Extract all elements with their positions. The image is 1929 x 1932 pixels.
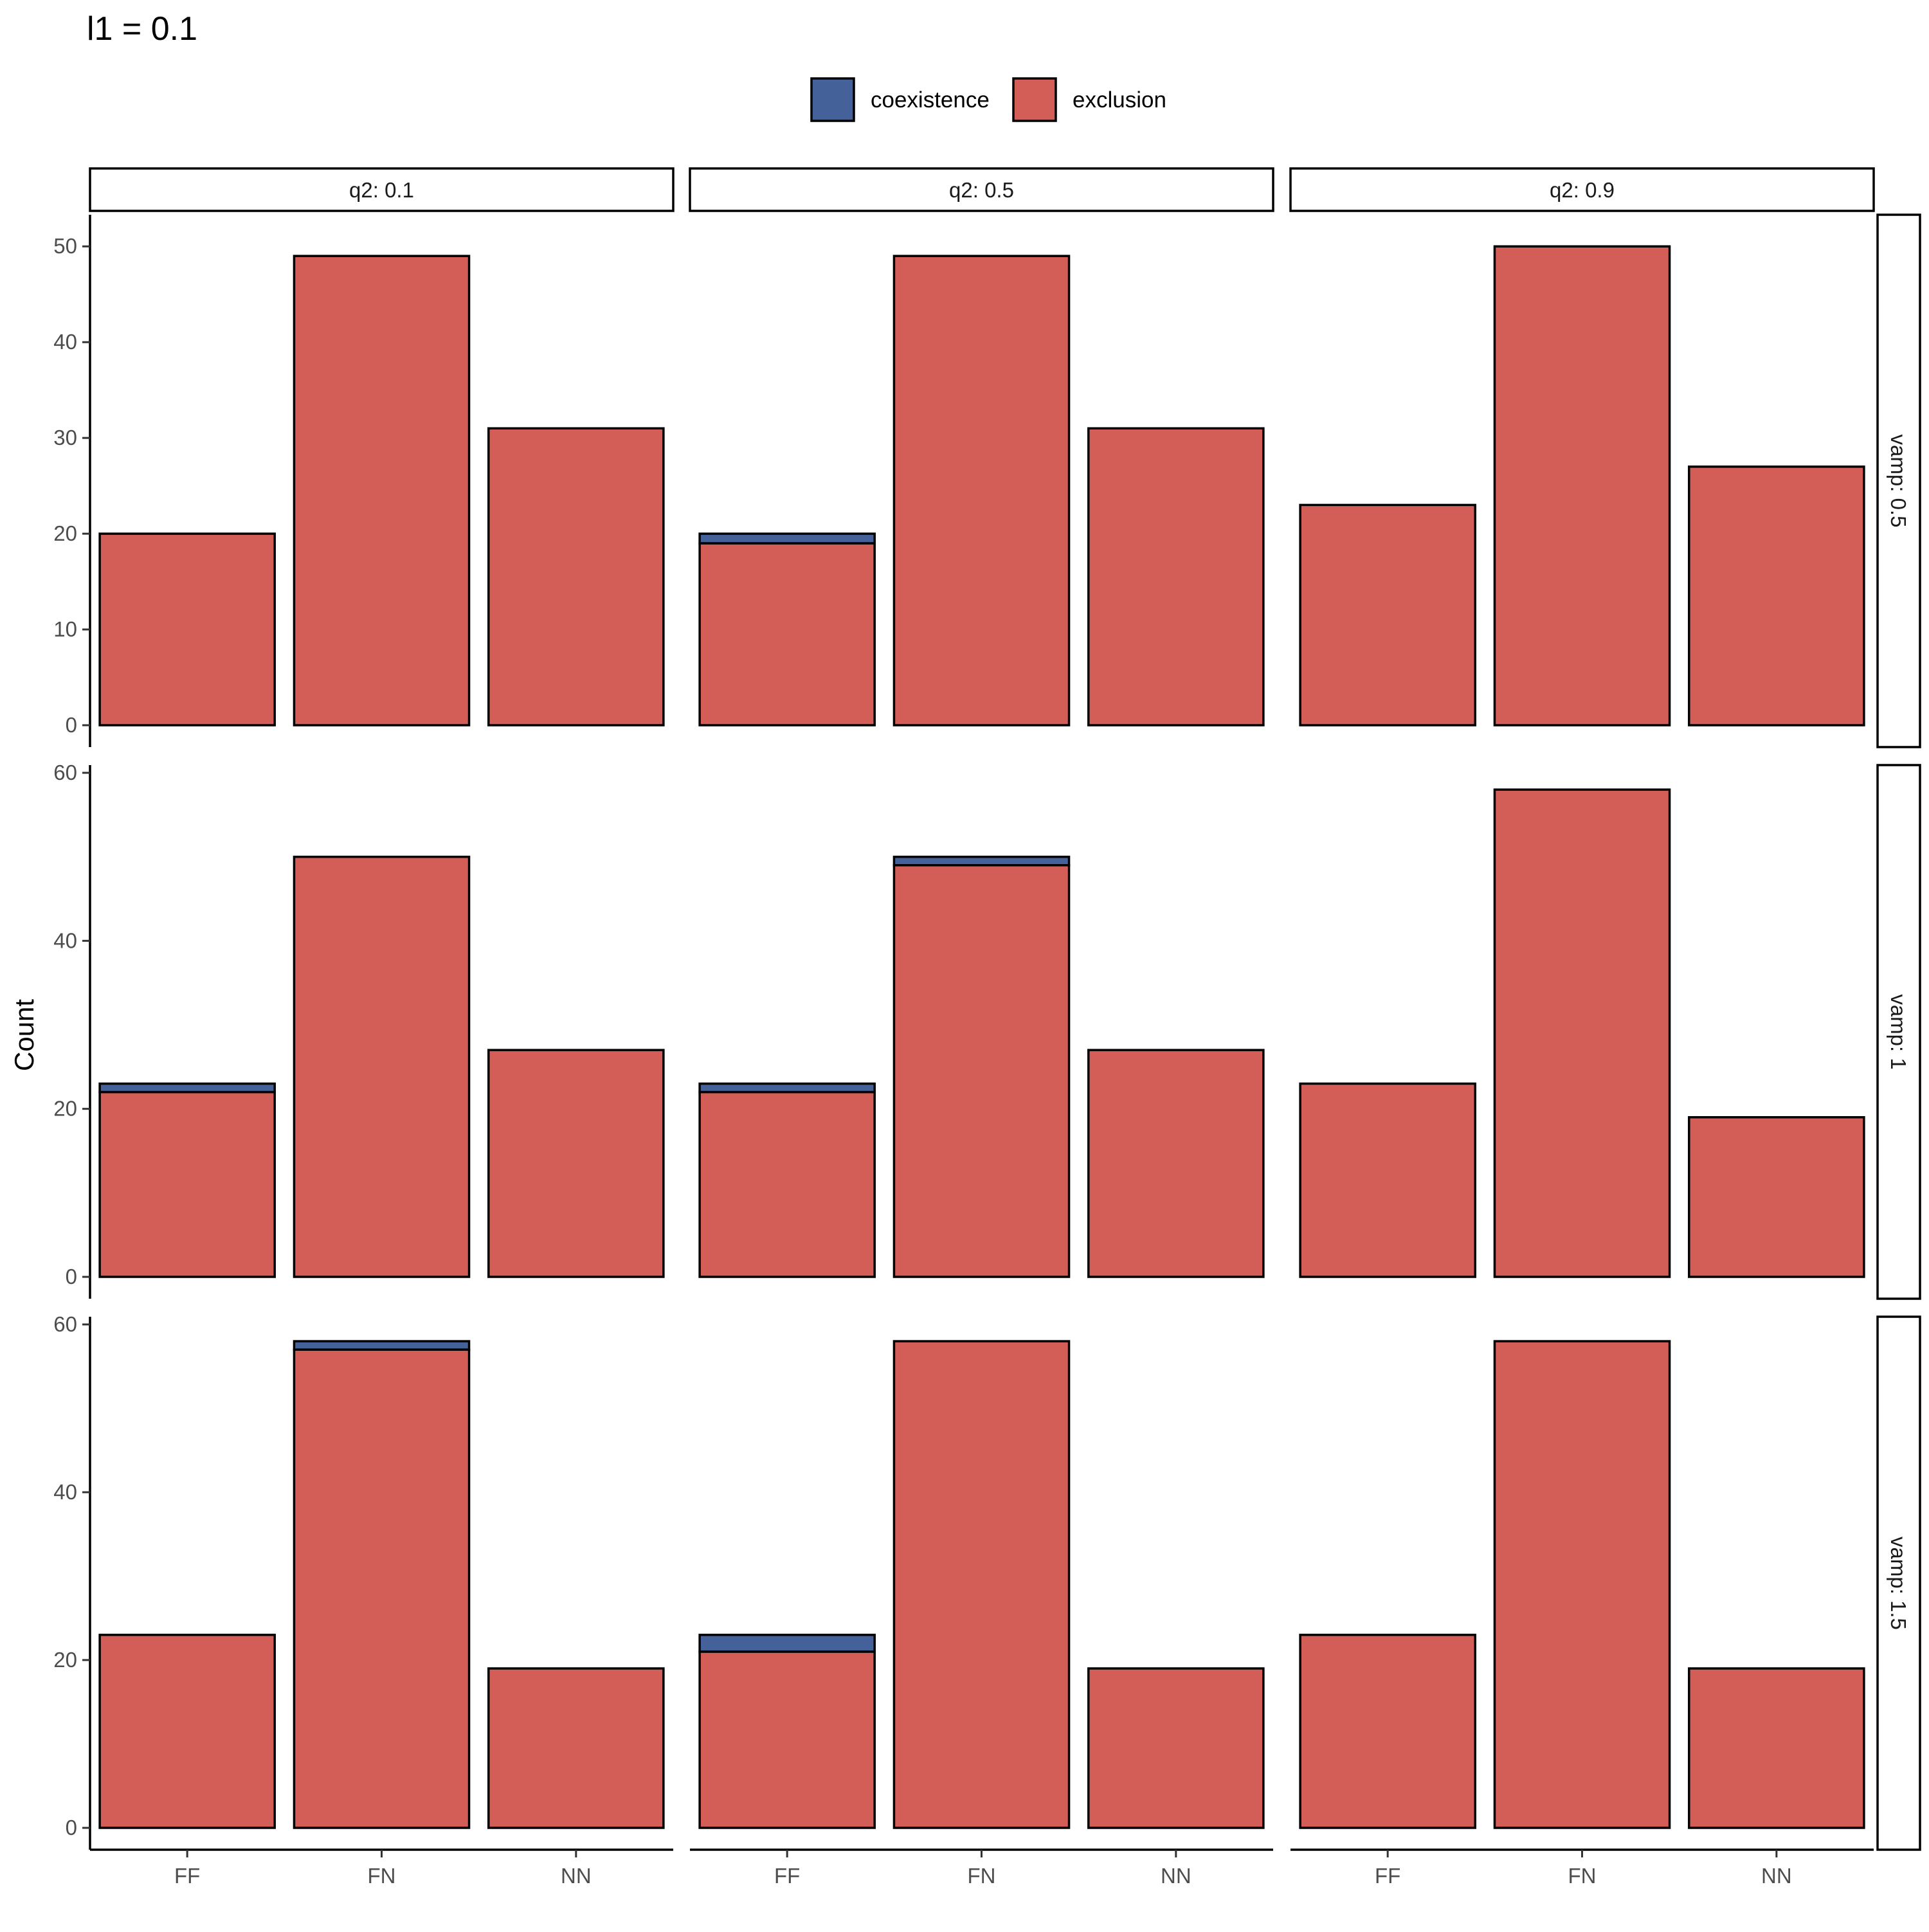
bar-exclusion-fn — [293, 855, 471, 1278]
bar-exclusion-nn — [1087, 427, 1265, 727]
row-strip-label: vamp: 1.5 — [1887, 1537, 1910, 1630]
panel-vamp-1-5-q2-0-5 — [698, 1340, 1265, 1829]
bar-exclusion-ff — [98, 532, 276, 727]
bar-exclusion-fn — [293, 255, 471, 727]
y-tick-label: 20 — [53, 1648, 77, 1672]
bar-coexistence-ff — [698, 532, 876, 545]
column-strip-label: q2: 0.5 — [949, 178, 1014, 202]
panel-vamp-1-5-q2-0-9 — [1299, 1340, 1865, 1829]
bar-coexistence-fn — [293, 1340, 471, 1351]
panel-vamp-1-q2-0-5 — [698, 855, 1265, 1278]
row-strips: vamp: 0.5 vamp: 1 vamp: 1.5 — [1876, 213, 1921, 1851]
y-tick-label: 10 — [53, 617, 77, 641]
bar-exclusion-fn — [1493, 788, 1671, 1278]
column-strip-box — [89, 167, 675, 212]
column-strip-label: q2: 0.9 — [1550, 178, 1615, 202]
legend-label-exclusion: exclusion — [1073, 87, 1166, 113]
y-tick-label: 40 — [53, 928, 77, 952]
y-tick-label: 0 — [66, 1816, 77, 1839]
y-tick-label: 0 — [66, 713, 77, 737]
bar-coexistence-ff — [698, 1634, 876, 1653]
bar-exclusion-nn — [1087, 1049, 1265, 1278]
bar-exclusion-fn — [293, 1348, 471, 1829]
bar-exclusion-ff — [698, 1090, 876, 1278]
bar-exclusion-ff — [1299, 503, 1476, 727]
row-strip-box — [1876, 1315, 1921, 1851]
legend: coexistence exclusion — [810, 77, 1166, 122]
bar-exclusion-nn — [1688, 1115, 1865, 1278]
column-strip-box — [1289, 167, 1875, 212]
panel-vamp-0-5-q2-0-1 — [98, 255, 665, 727]
x-tick-label-ff: FF — [1375, 1864, 1400, 1888]
bar-coexistence-ff — [698, 1082, 876, 1094]
x-tick-label-ff: FF — [174, 1864, 200, 1888]
column-strip-box — [689, 167, 1274, 212]
y-axes: 0 10 20 30 40 50 0 20 40 60 0 20 40 60 — [53, 215, 91, 1850]
y-tick-label: 20 — [53, 521, 77, 545]
y-tick-label: 30 — [53, 426, 77, 449]
bar-exclusion-nn — [487, 1049, 665, 1278]
x-axes: FF FN NN FF FN NN FF FN NN — [90, 1848, 1874, 1888]
y-tick-label: 0 — [66, 1265, 77, 1288]
bar-exclusion-ff — [98, 1090, 276, 1278]
x-tick-label-nn: NN — [1161, 1864, 1191, 1888]
bar-exclusion-ff — [698, 542, 876, 727]
legend-swatch-coexistence — [810, 77, 855, 122]
y-tick-label: 40 — [53, 1480, 77, 1504]
legend-label-coexistence: coexistence — [871, 87, 990, 113]
x-tick-label-nn: NN — [561, 1864, 592, 1888]
bar-exclusion-ff — [98, 1634, 276, 1829]
y-tick-label: 20 — [53, 1097, 77, 1121]
row-strip-label: vamp: 0.5 — [1887, 435, 1910, 528]
x-tick-label-fn: FN — [368, 1864, 396, 1888]
row-strip-box — [1876, 213, 1921, 748]
x-tick-label-fn: FN — [1568, 1864, 1597, 1888]
x-tick-label-fn: FN — [968, 1864, 996, 1888]
bar-coexistence-fn — [892, 855, 1071, 867]
row-strip-label: vamp: 1 — [1887, 994, 1910, 1069]
y-tick-label: 40 — [53, 330, 77, 354]
chart-title: l1 = 0.1 — [87, 10, 197, 48]
bar-exclusion-fn — [892, 1340, 1071, 1829]
y-axis-label: Count — [9, 999, 39, 1071]
panel-vamp-0-5-q2-0-9 — [1299, 245, 1865, 727]
bar-exclusion-fn — [1493, 245, 1671, 727]
panel-vamp-1-q2-0-1 — [98, 855, 665, 1278]
panel-vamp-1-q2-0-9 — [1299, 788, 1865, 1278]
bar-exclusion-ff — [698, 1650, 876, 1829]
row-strip-box — [1876, 764, 1921, 1300]
y-tick-label: 60 — [53, 1312, 77, 1336]
panels — [98, 245, 1865, 1829]
bar-exclusion-nn — [487, 427, 665, 727]
bar-exclusion-fn — [892, 863, 1071, 1278]
panel-vamp-1-5-q2-0-1 — [98, 1340, 665, 1829]
column-strip-label: q2: 0.1 — [349, 178, 414, 202]
bar-exclusion-nn — [487, 1667, 665, 1829]
bar-coexistence-ff — [98, 1082, 276, 1094]
legend-swatch-exclusion — [1012, 77, 1057, 122]
bar-exclusion-ff — [1299, 1082, 1476, 1278]
bar-exclusion-fn — [1493, 1340, 1671, 1829]
x-tick-label-nn: NN — [1761, 1864, 1792, 1888]
column-strips: q2: 0.1 q2: 0.5 q2: 0.9 — [89, 167, 1875, 212]
bar-exclusion-ff — [1299, 1634, 1476, 1829]
panel-vamp-0-5-q2-0-5 — [698, 255, 1265, 727]
bar-exclusion-nn — [1688, 1667, 1865, 1829]
bar-exclusion-nn — [1688, 465, 1865, 727]
bar-exclusion-fn — [892, 255, 1071, 727]
y-tick-label: 60 — [53, 761, 77, 784]
y-tick-label: 50 — [53, 234, 77, 258]
x-tick-label-ff: FF — [774, 1864, 800, 1888]
bar-exclusion-nn — [1087, 1667, 1265, 1829]
